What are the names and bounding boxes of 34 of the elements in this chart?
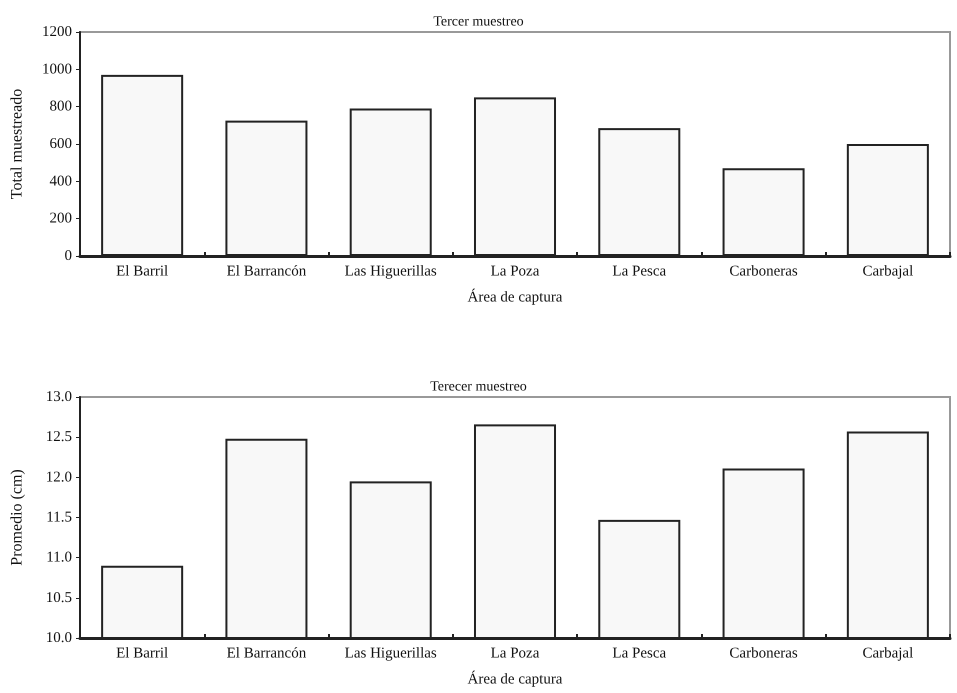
x-tick-label: Carbajal (862, 646, 914, 662)
y-tick-label: 800 (50, 98, 72, 115)
x-tick-label: La Pesca (612, 264, 666, 280)
x-tick-label: El Barril (116, 264, 168, 280)
chart-title: Tercer muestreo (433, 14, 524, 30)
x-tick-label: La Pesca (612, 646, 666, 662)
x-tick-label: Las Higuerillas (344, 264, 437, 280)
x-tick-label: Las Higuerillas (344, 646, 437, 662)
y-tick-label: 1000 (42, 61, 72, 78)
x-tick-label: El Barrancón (226, 264, 307, 280)
y-tick-label: 13.0 (46, 389, 72, 405)
x-tick-label: La Poza (490, 646, 540, 662)
y-tick-label: 0 (64, 248, 72, 264)
x-tick-label: Carboneras (729, 264, 798, 280)
y-tick-label: 12.5 (46, 429, 72, 446)
chart-title: Terecer muestreo (430, 380, 527, 394)
y-axis-title: Promedio (cm) (8, 469, 26, 566)
x-tick-label: El Barril (116, 646, 168, 662)
y-tick-label: 10.0 (46, 630, 72, 646)
x-axis-title: Área de captura (468, 670, 563, 688)
y-tick-label: 12.0 (46, 469, 72, 486)
x-tick-label: El Barrancón (226, 646, 307, 662)
x-tick-label: Carbajal (862, 264, 914, 280)
y-tick-label: 1200 (42, 24, 72, 40)
y-tick-label: 11.5 (46, 510, 72, 526)
y-tick-label: 200 (50, 210, 72, 227)
x-tick-label: La Poza (490, 264, 540, 280)
y-tick-label: 11.0 (46, 550, 72, 566)
y-axis-title: Total muestreado (8, 88, 26, 200)
x-axis-title: Área de captura (468, 288, 563, 306)
x-tick-label: Carboneras (729, 646, 798, 662)
y-tick-label: 10.5 (46, 590, 72, 606)
y-tick-label: 600 (50, 136, 72, 152)
y-tick-label: 400 (50, 173, 72, 190)
